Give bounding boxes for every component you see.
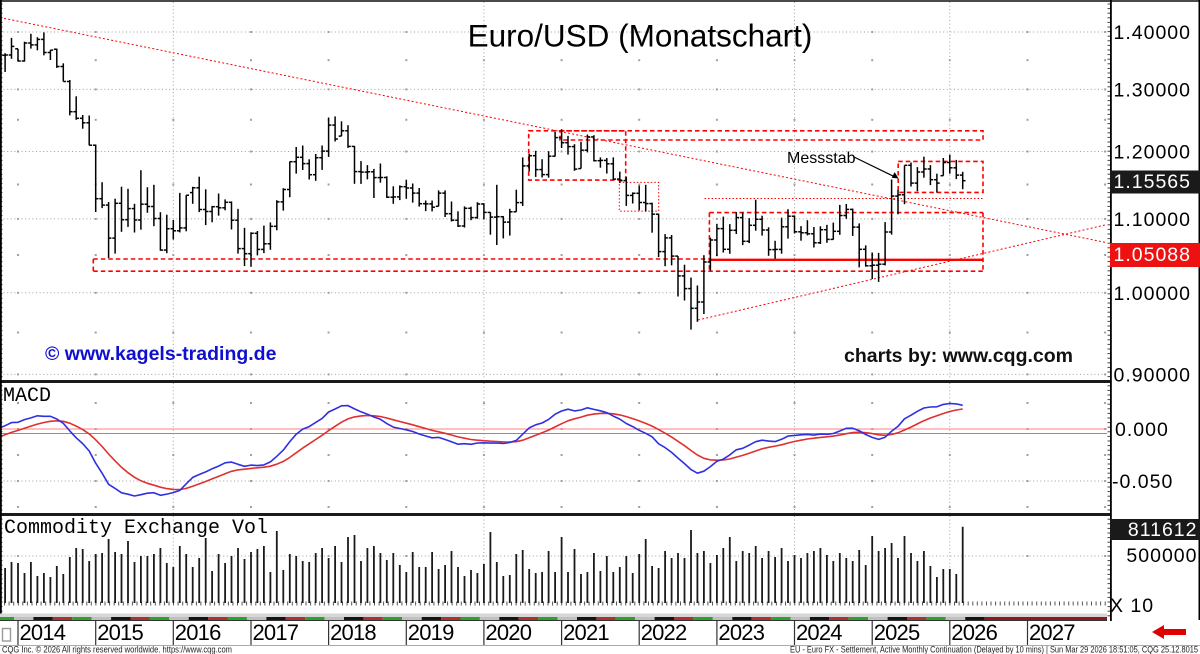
svg-text:2027: 2027 xyxy=(1029,620,1075,645)
svg-text:2015: 2015 xyxy=(97,620,143,645)
svg-text:2014: 2014 xyxy=(20,620,66,645)
svg-text:-0.050: -0.050 xyxy=(1112,471,1173,493)
svg-text:X 10: X 10 xyxy=(1110,595,1154,617)
svg-text:2020: 2020 xyxy=(485,620,531,645)
svg-text:2019: 2019 xyxy=(408,620,454,645)
svg-text:2026: 2026 xyxy=(951,620,997,645)
svg-text:811612: 811612 xyxy=(1128,519,1198,541)
svg-text:0.90000: 0.90000 xyxy=(1114,364,1192,386)
svg-text:2017: 2017 xyxy=(253,620,299,645)
svg-text:1.40000: 1.40000 xyxy=(1114,22,1192,44)
svg-text:2023: 2023 xyxy=(718,620,764,645)
svg-text:MACD: MACD xyxy=(3,385,51,408)
svg-text:1.10000: 1.10000 xyxy=(1114,209,1192,231)
svg-text:1.00000: 1.00000 xyxy=(1114,283,1192,305)
svg-text:2016: 2016 xyxy=(175,620,221,645)
svg-text:1.30000: 1.30000 xyxy=(1114,79,1192,101)
svg-text:1.05088: 1.05088 xyxy=(1114,244,1192,266)
svg-text:Commodity Exchange Vol: Commodity Exchange Vol xyxy=(4,517,268,540)
svg-text:1.20000: 1.20000 xyxy=(1114,142,1192,164)
svg-text:2018: 2018 xyxy=(330,620,376,645)
svg-text:Messstab: Messstab xyxy=(787,150,856,167)
svg-text:charts by: www.cqg.com: charts by: www.cqg.com xyxy=(844,345,1073,367)
svg-text:500000: 500000 xyxy=(1126,545,1197,567)
svg-text:CQG Inc. © 2026 All rights res: CQG Inc. © 2026 All rights reserved worl… xyxy=(2,645,232,654)
svg-text:0.000: 0.000 xyxy=(1115,419,1169,441)
svg-text:2024: 2024 xyxy=(796,620,842,645)
svg-text:2022: 2022 xyxy=(641,620,687,645)
svg-text:© www.kagels-trading.de: © www.kagels-trading.de xyxy=(45,343,277,365)
svg-text:EU - Euro FX - Settlement, Act: EU - Euro FX - Settlement, Active Monthl… xyxy=(790,645,1198,654)
svg-text:Euro/USD (Monatschart): Euro/USD (Monatschart) xyxy=(468,18,813,54)
svg-text:1.15565: 1.15565 xyxy=(1114,171,1192,193)
svg-text:2021: 2021 xyxy=(563,620,609,645)
svg-text:2025: 2025 xyxy=(874,620,920,645)
